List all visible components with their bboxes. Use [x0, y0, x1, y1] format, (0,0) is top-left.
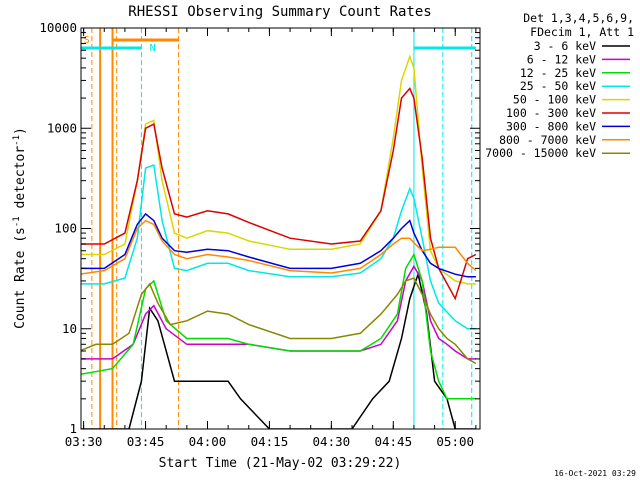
x-tick-label: 05:00	[436, 434, 474, 449]
y-tick-label: 10	[62, 321, 77, 336]
observing-markers	[91, 28, 473, 429]
y-tick-label: 10000	[39, 20, 77, 35]
series-line-6	[81, 212, 476, 278]
night-label: N	[150, 43, 156, 54]
y-axis: 1 10 100 1000 10000	[39, 20, 480, 436]
observing-bars: SN	[81, 35, 476, 54]
x-tick-label: 03:45	[127, 434, 165, 449]
x-axis-label: Start Time (21-May-02 03:29:22)	[159, 456, 402, 471]
series-line-2	[81, 252, 476, 400]
x-tick-label: 03:30	[65, 434, 103, 449]
y-tick-label: 1	[69, 421, 77, 436]
legend-label: 100 - 300 keV	[506, 106, 596, 120]
legend-label: 7000 - 15000 keV	[485, 146, 596, 160]
y-tick-label: 1000	[47, 120, 77, 135]
legend-label: 3 - 6 keV	[534, 39, 596, 53]
date-stamp: 16-Oct-2021 03:29	[554, 469, 636, 478]
y-axis-label: Count Rate (s-1 detector-1)	[12, 127, 28, 329]
series-layer	[81, 54, 477, 429]
x-tick-label: 04:15	[251, 434, 289, 449]
legend-title-1: Det 1,3,4,5,6,9,	[523, 11, 634, 25]
legend-label: 800 - 7000 keV	[499, 133, 596, 147]
series-line-4	[81, 54, 476, 285]
x-tick-label: 04:30	[313, 434, 351, 449]
legend-label: 300 - 800 keV	[506, 119, 596, 133]
y-tick-label: 100	[54, 221, 77, 236]
x-axis: 03:30 03:45 04:00 04:15 04:30 04:45 05:00	[65, 28, 477, 449]
legend-label: 25 - 50 keV	[520, 79, 596, 93]
legend-title-2: FDecim 1, Att 1	[530, 25, 634, 39]
series-line-0	[81, 271, 476, 429]
series-line-8	[81, 277, 477, 365]
x-tick-label: 04:45	[374, 434, 412, 449]
saa-label: S	[84, 35, 90, 46]
chart-title: RHESSI Observing Summary Count Rates	[128, 4, 431, 20]
x-tick-label: 04:00	[189, 434, 227, 449]
legend-label: 12 - 25 keV	[520, 66, 596, 80]
series-line-3	[81, 163, 476, 330]
series-line-7	[81, 219, 477, 275]
legend-label: 6 - 12 keV	[527, 52, 596, 66]
series-line-5	[81, 86, 477, 301]
legend-label: 50 - 100 keV	[513, 93, 596, 107]
